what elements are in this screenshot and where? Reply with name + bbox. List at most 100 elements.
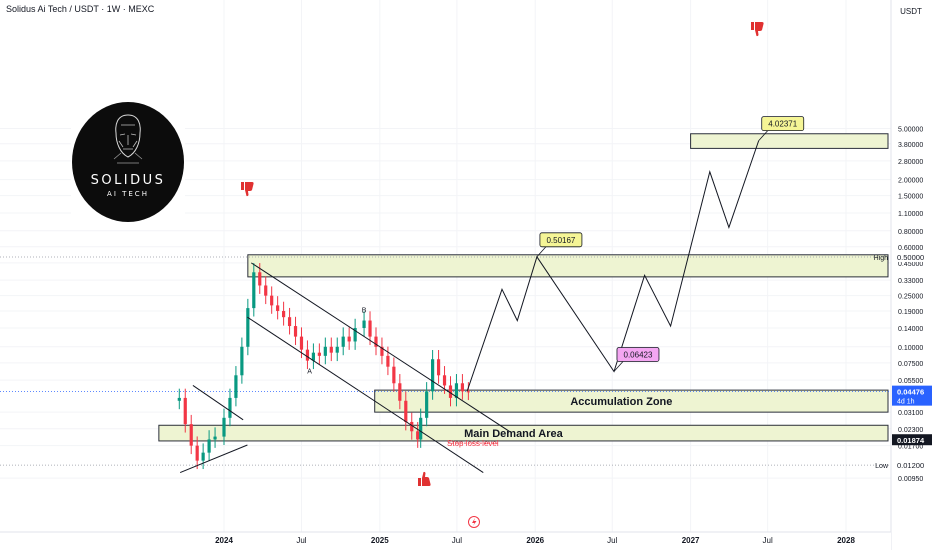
callout-box — [761, 116, 805, 132]
y-tick-label: 0.25000 — [898, 294, 923, 301]
callout-pointer — [758, 130, 769, 141]
channel-line — [250, 262, 510, 432]
y-tick-label: 0.01700 — [898, 444, 923, 451]
candle-body — [276, 305, 280, 311]
x-tick-label: 2027 — [682, 536, 700, 545]
wave-label: A — [307, 368, 312, 375]
candle-body — [270, 295, 274, 306]
x-tick-label: 2025 — [371, 536, 389, 545]
x-tick-label: 2024 — [215, 536, 233, 545]
y-tick-label: 1.10000 — [898, 211, 923, 218]
time-axis: 2024 Jul 2025 Jul 2026 Jul 2027 Jul 2028 — [0, 531, 891, 550]
zone-rect — [158, 424, 889, 442]
stop-loss-label: Stop loss level — [447, 439, 499, 448]
callout-pointer — [536, 246, 547, 258]
thumbs-up-icon — [418, 471, 431, 486]
candle-body — [311, 352, 316, 361]
candle-body — [466, 391, 470, 393]
candle-body — [329, 346, 333, 353]
price-tag-bg — [892, 459, 932, 471]
price-tag-countdown: 4d 1h — [897, 399, 915, 406]
thumbs-down-icon — [241, 182, 254, 197]
candle-body — [264, 285, 268, 296]
candle-body — [442, 375, 447, 386]
candle-body — [436, 359, 441, 376]
y-tick-label: 0.80000 — [898, 229, 923, 236]
candle-body — [368, 320, 372, 337]
candle-body — [454, 383, 459, 398]
callout-box — [539, 232, 583, 248]
y-tick-label: 0.45000 — [898, 261, 923, 268]
price-tag-name: Low — [875, 463, 889, 470]
candle-body — [425, 391, 429, 418]
candle-body — [246, 308, 250, 347]
zone-rect — [247, 254, 889, 278]
candle-body — [431, 359, 435, 392]
projection — [466, 140, 760, 392]
zones: Accumulation Zone Main Demand Area — [158, 133, 889, 442]
candle-body — [207, 439, 211, 453]
price-tag-value: 0.01874 — [897, 436, 925, 445]
candle-body — [177, 397, 181, 401]
x-tick-label: 2028 — [837, 536, 855, 545]
y-tick-label: 0.00950 — [898, 476, 923, 483]
face-logo-icon — [113, 114, 143, 164]
logo-disc — [72, 102, 184, 222]
candle-body — [258, 272, 262, 286]
x-tick-label: Jul — [296, 536, 306, 545]
candle-body — [353, 328, 357, 342]
price-tag-bg — [892, 434, 932, 446]
price-axis-unit: USDT — [900, 7, 922, 16]
candle-body — [293, 326, 298, 337]
annotations: Stop loss level A B 0.50167 0.06423 4.02371 — [307, 116, 805, 448]
candle-body — [305, 349, 310, 361]
candle-body — [374, 336, 378, 347]
callout-label: 4.02371 — [768, 120, 797, 129]
y-tick-label: 5.00000 — [898, 126, 923, 133]
zone-label: Main Demand Area — [464, 428, 564, 440]
time-axis-bg — [0, 532, 891, 550]
candle-body — [380, 346, 384, 356]
x-tick-label: Jul — [607, 536, 617, 545]
candle-body — [416, 431, 420, 440]
y-tick-label: 0.60000 — [898, 245, 923, 252]
y-tick-label: 0.07500 — [898, 361, 923, 368]
y-tick-label: 2.80000 — [898, 159, 923, 166]
y-tick-label: 0.14000 — [898, 326, 923, 333]
lightning-icon[interactable] — [468, 516, 480, 528]
candle-body — [398, 383, 402, 401]
callout-pointer — [613, 361, 624, 372]
candle-body — [323, 346, 327, 356]
y-tick-label: 0.02300 — [898, 427, 923, 434]
y-tick-label: 1.50000 — [898, 194, 923, 201]
y-tick-label: 0.05500 — [898, 378, 923, 385]
channel-line — [179, 444, 248, 474]
chart-title: Solidus Ai Tech / USDT · 1W · MEXC — [6, 4, 155, 14]
projection-path — [466, 140, 760, 392]
price-tag-value: 0.50000 — [897, 253, 924, 262]
price-axis: USDT 5.00000 3.80000 2.80000 2.00000 1.50000 1… — [874, 0, 932, 550]
y-tick-label: 0.33000 — [898, 278, 923, 285]
price-tag-bg — [892, 250, 932, 262]
candle-body — [183, 397, 187, 425]
callout-label: 0.06423 — [624, 350, 653, 359]
callout-box — [616, 347, 660, 362]
candle-body — [335, 346, 339, 353]
x-tick-label: Jul — [452, 536, 462, 545]
candle-body — [240, 346, 244, 376]
candle-body — [362, 320, 366, 329]
candles — [177, 263, 470, 470]
candle-body — [213, 436, 217, 440]
candle-body — [419, 417, 423, 440]
candle-body — [222, 417, 226, 437]
solidus-logo: SOLIDUS AI TECH — [71, 93, 185, 226]
candle-body — [386, 355, 390, 367]
x-tick-label: 2026 — [526, 536, 544, 545]
candle-body — [410, 421, 414, 432]
channel-line — [192, 385, 244, 421]
trend-lines — [179, 262, 510, 474]
logo-subtitle: AI TECH — [107, 190, 149, 198]
candle-body — [287, 317, 292, 327]
zone-label: Accumulation Zone — [570, 396, 672, 408]
